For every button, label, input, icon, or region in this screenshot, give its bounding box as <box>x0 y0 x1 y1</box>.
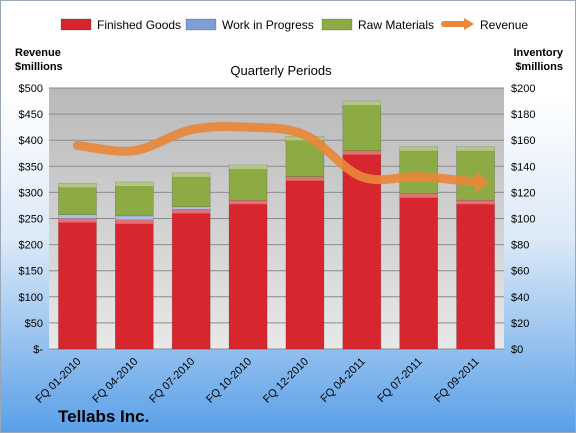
left-tick-label: $500 <box>19 83 43 95</box>
right-tick-label: $140 <box>511 161 535 173</box>
bar-highlight <box>172 172 211 177</box>
left-tick-label: $350 <box>19 161 43 173</box>
legend-swatch <box>60 18 92 31</box>
bar-highlight <box>58 214 97 219</box>
bar-highlight <box>115 181 154 186</box>
bar-raw-materials <box>228 164 268 201</box>
bar-raw-materials <box>115 181 154 217</box>
bar-highlight <box>399 146 438 151</box>
bar-raw-materials <box>171 172 211 208</box>
bar-finished-goods <box>228 199 268 350</box>
bar-raw-materials <box>58 182 97 215</box>
bar-finished-goods <box>399 193 438 350</box>
right-tick-label: $80 <box>511 240 529 252</box>
legend-swatch <box>185 18 217 31</box>
legend-label: Finished Goods <box>97 18 181 32</box>
left-tick-label: $50 <box>25 318 43 330</box>
left-axis-title-line1: Revenue <box>15 47 61 59</box>
bar-highlight <box>115 215 154 220</box>
bar-highlight <box>115 219 154 224</box>
bar-highlight <box>229 200 268 205</box>
bar-highlight <box>172 206 211 210</box>
bar-finished-goods <box>456 199 495 350</box>
bar-highlight <box>342 101 381 106</box>
right-axis-title-line1: Inventory <box>513 47 563 59</box>
left-tick-label: $100 <box>19 292 43 304</box>
left-tick-label: $450 <box>19 109 43 121</box>
revenue-line-group <box>72 122 490 193</box>
right-tick-label: $20 <box>511 318 529 330</box>
left-tick-label: $250 <box>19 214 43 226</box>
right-tick-label: $120 <box>511 187 535 199</box>
x-tick-label: FQ 04-2011 <box>319 356 368 405</box>
bar-highlight <box>342 150 381 155</box>
bar-highlight <box>58 218 97 223</box>
legend-label: Revenue <box>480 18 528 32</box>
chart-title: Quarterly Periods <box>230 63 332 78</box>
left-tick-label: $- <box>33 344 43 356</box>
right-tick-label: $200 <box>511 83 535 95</box>
legend: Finished Goods Work in Progress Raw Materi… <box>60 18 528 32</box>
bar-highlight <box>285 176 324 181</box>
bar-highlight <box>456 200 495 205</box>
legend-label: Work in Progress <box>222 18 314 32</box>
x-tick-label: FQ 12-2010 <box>261 356 311 406</box>
right-tick-label: $60 <box>511 266 529 278</box>
left-tick-label: $200 <box>19 240 43 252</box>
bar-finished-goods <box>285 176 325 350</box>
bar-finished-goods <box>171 209 211 350</box>
left-tick-label: $400 <box>19 135 43 147</box>
bar-finished-goods <box>115 219 154 350</box>
bar-work-in-progress <box>58 214 97 219</box>
x-tick-label: FQ 10-2010 <box>204 356 254 406</box>
right-tick-label: $40 <box>511 292 529 304</box>
bar-raw-materials <box>399 146 438 195</box>
bar-highlight <box>399 193 438 198</box>
bar-finished-goods <box>58 218 97 350</box>
bar-highlight <box>229 164 268 169</box>
legend-label: Raw Materials <box>358 18 434 32</box>
right-axis-title-line2: $millions <box>515 61 563 73</box>
revenue-line <box>72 122 481 187</box>
left-tick-label: $300 <box>19 187 43 199</box>
bar-raw-materials <box>342 100 382 151</box>
revenue-line-arrowhead <box>474 171 490 193</box>
bars <box>58 100 495 350</box>
x-tick-label: FQ 07-2011 <box>375 356 424 405</box>
x-tick-label: FQ 01-2010 <box>34 356 84 406</box>
legend-swatch <box>321 18 353 31</box>
bar-highlight <box>58 183 97 188</box>
bar-highlight <box>456 146 495 151</box>
right-tick-label: $100 <box>511 214 535 226</box>
right-tick-label: $0 <box>511 344 523 356</box>
left-tick-label: $150 <box>19 266 43 278</box>
bar-highlight <box>172 209 211 214</box>
x-tick-label: FQ 07-2010 <box>147 356 197 406</box>
left-axis-title-line2: $millions <box>15 61 63 73</box>
company-name: Tellabs Inc. <box>58 407 149 426</box>
x-tick-label: FQ 09-2011 <box>432 356 481 405</box>
right-tick-label: $180 <box>511 109 535 121</box>
right-tick-label: $160 <box>511 135 535 147</box>
x-tick-label: FQ 04-2010 <box>90 356 140 406</box>
legend-swatch-arrow <box>464 18 474 30</box>
